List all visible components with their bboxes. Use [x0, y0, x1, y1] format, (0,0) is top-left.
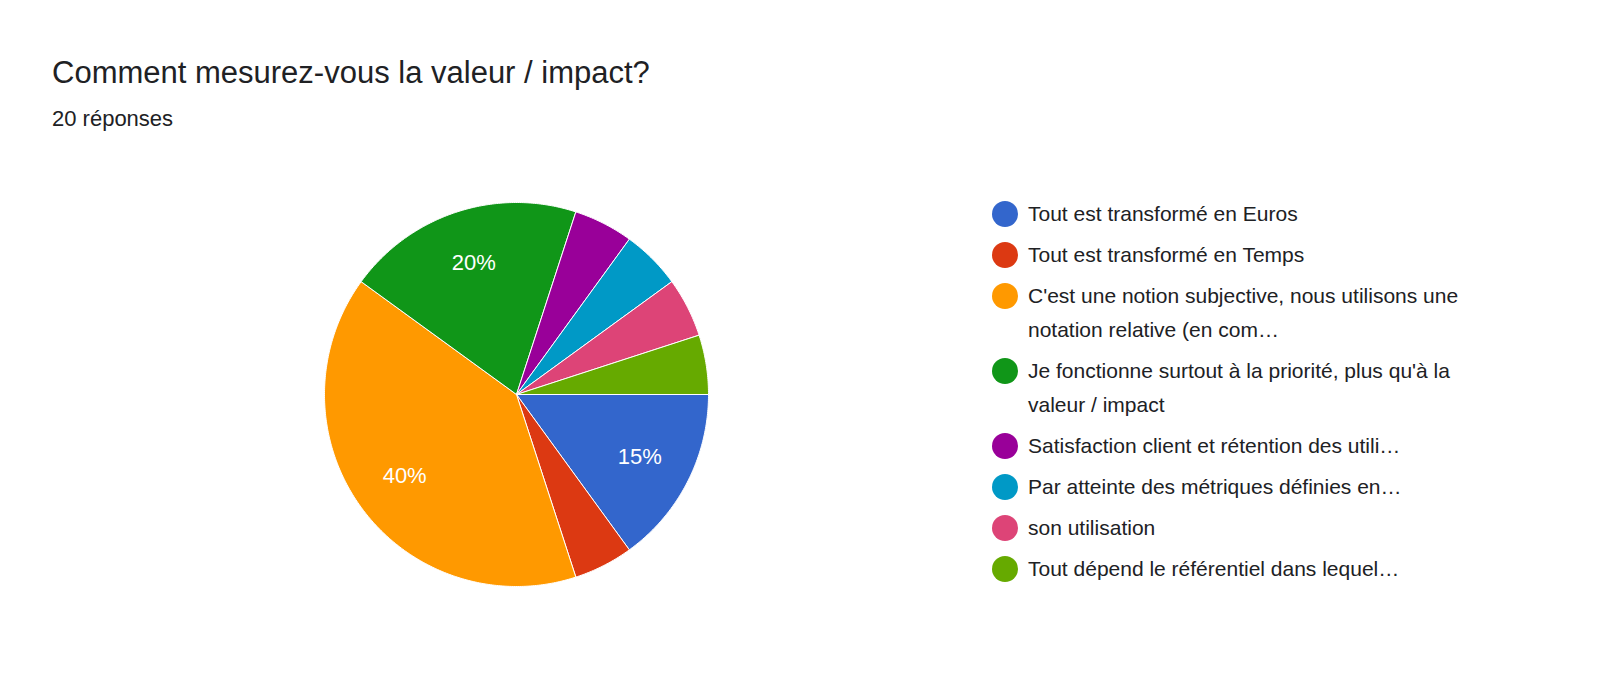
html-text:Satisfaction client et rétenti: Satisfaction client et rétention des uti… [1028, 434, 1401, 457]
html-text:Tout est transformé en Euros: Tout est transformé en Euros [1028, 202, 1298, 225]
html-text:Par atteinte des métriques déf: Par atteinte des métriques définies en… [1028, 475, 1402, 498]
html-text:20 réponses: 20 réponses [52, 106, 174, 131]
html-text:son utilisation: son utilisation [1028, 516, 1156, 539]
html-text:Tout dépend le référentiel dan: Tout dépend le référentiel dans lequel… [1028, 557, 1400, 580]
html-text:Comment mesurez-vous la valeur: Comment mesurez-vous la valeur / impact? [52, 55, 650, 90]
svg-text:15%: 15% [618, 444, 662, 469]
svg-text:40%: 40% [383, 463, 427, 488]
html-text:Je fonctionne surtout à la pri: Je fonctionne surtout à la priorité, plu… [1028, 359, 1450, 416]
html-text:Tout est transformé en Temps: Tout est transformé en Temps [1028, 243, 1305, 266]
html-text:C'est une notion subjective, n: C'est une notion subjective, nous utilis… [1028, 284, 1459, 341]
svg-text:20%: 20% [452, 250, 496, 275]
